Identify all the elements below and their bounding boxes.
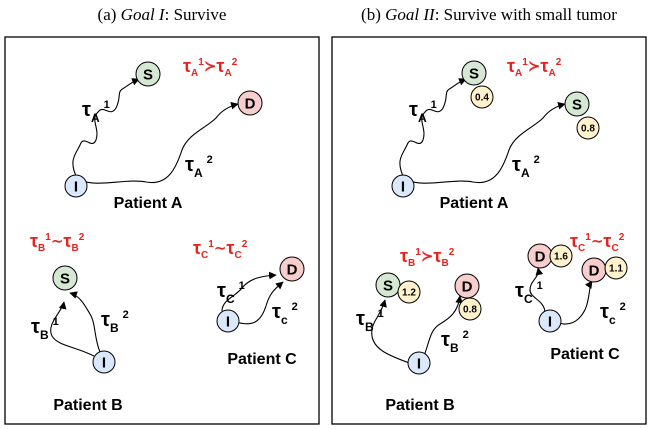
relation-a: τA1≻τA2 [507,56,562,79]
node-I [407,351,431,375]
node-I-label: I [74,179,78,196]
node-D-label: D [287,262,298,279]
value-badge [397,280,421,304]
trajectory-tau-b2 [69,291,101,353]
node-I-label: I [548,314,552,331]
value-badge [604,256,628,280]
label-tau-b2: τB2 [441,329,469,355]
left-caption: (a) Goal I: Survive [98,5,227,24]
value-badge [549,244,573,268]
right-caption: (b) Goal II: Survive with small tumor [361,5,617,24]
node-I [391,174,415,198]
patient-a-title: Patient A [114,195,183,212]
left-patient-a: S D I τA1 τA2 τA1≻τA2 Patient A [64,56,263,212]
label-tau-c2: τc2 [600,301,626,327]
label-tau-c1: τC1 [217,280,245,306]
label-tau-a1: τA1 [409,99,437,125]
value-label: 0.8 [463,305,477,316]
patient-a-title: Patient A [440,195,509,212]
relation-b: τB1∼τB2 [30,231,85,254]
node-I [64,174,88,198]
node-I-label: I [417,356,421,373]
right-panel-frame [331,36,647,425]
left-patient-b: S I τB1 τB2 τB1∼τB2 Patient B [30,231,129,414]
node-S [135,61,161,87]
trajectory-tau-a2 [407,101,566,184]
left-panel-frame [4,36,320,425]
node-D [237,90,263,116]
node-S-label: S [469,66,479,83]
value-label: 1.6 [554,252,568,263]
trajectory-tau-a2 [80,101,239,184]
node-I-label: I [102,355,106,372]
node-I [92,350,116,374]
relation-a: τA1≻τA2 [183,56,238,79]
trajectory-tau-b1 [50,301,95,357]
node-D-label: D [245,96,256,113]
node-I-label: I [401,179,405,196]
trajectory-tau-c2 [555,280,593,325]
label-tau-b2: τB2 [101,309,129,335]
patient-c-title: Patient C [550,346,620,363]
patient-c-title: Patient C [227,351,297,368]
trajectory-tau-b2 [423,295,463,357]
trajectory-tau-a1 [72,78,140,179]
right-patient-a: S 0.4 S 0.8 I τA1 τA2 τA1≻τA2 Patient A [391,56,600,212]
node-D-label: D [462,279,473,296]
value-label: 1.2 [402,288,416,299]
node-S-label: S [143,67,153,84]
node-S-label: S [383,278,393,295]
trajectory-tau-c1 [221,271,277,312]
label-tau-b1: τB1 [31,316,59,342]
right-patient-c: D 1.6 D 1.1 I τC1 τc2 τC1∼τC2 Patient C [515,231,628,363]
label-tau-a2: τA2 [185,154,213,180]
relation-c: τC1∼τC2 [193,238,248,261]
node-D [279,256,305,282]
node-D-label: D [535,249,546,266]
label-tau-a1: τA1 [82,99,110,125]
node-I [538,309,562,333]
node-S-label: S [60,271,70,288]
node-I [216,309,240,333]
label-tau-a2: τA2 [512,154,540,180]
trajectory-tau-a1 [399,78,467,179]
patient-b-title: Patient B [385,397,454,414]
label-tau-c2: τc2 [272,301,298,327]
value-badge [470,85,494,109]
label-tau-b1: τB1 [356,308,384,334]
relation-c: τC1∼τC2 [570,231,625,254]
value-label: 0.8 [581,124,595,135]
value-label: 1.1 [609,264,623,275]
node-D-label: D [589,263,600,280]
node-S [564,91,590,117]
value-badge [458,297,482,321]
value-label: 0.4 [475,93,489,104]
node-S [52,265,78,291]
node-S [461,60,487,86]
right-patient-b: S 1.2 D 0.8 I τB1 τB2 τB1≻τB2 Patient B [356,246,482,414]
patient-b-title: Patient B [53,397,122,414]
trajectory-tau-b1 [371,299,413,365]
value-badge [576,116,600,140]
trajectory-tau-c2 [235,281,284,325]
node-S-label: S [572,97,582,114]
trajectory-tau-c1 [529,267,546,313]
label-tau-c1: τC1 [515,280,543,306]
relation-b: τB1≻τB2 [400,246,455,269]
node-I-label: I [226,314,230,331]
left-patient-c: D I τC1 τc2 τC1∼τC2 Patient C [193,238,305,368]
